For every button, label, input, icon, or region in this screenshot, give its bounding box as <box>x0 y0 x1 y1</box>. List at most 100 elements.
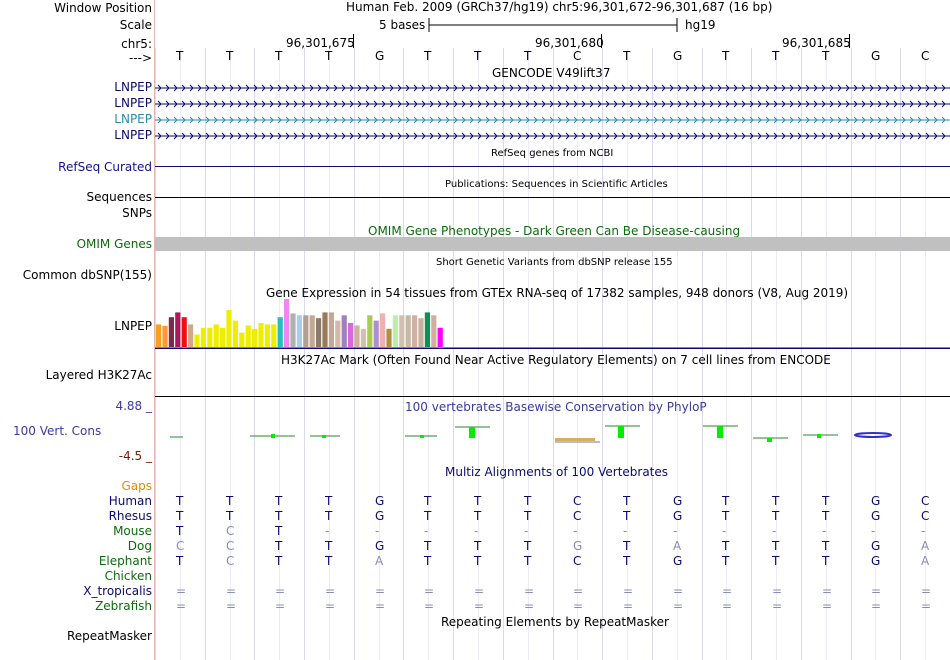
strand-chevron <box>325 84 330 92</box>
aligned-base: T <box>722 539 730 553</box>
gene-label-lnpep-3[interactable]: LNPEP <box>114 112 152 126</box>
strand-chevron <box>677 100 682 108</box>
strand-chevron <box>285 84 290 92</box>
strand-chevron <box>469 84 474 92</box>
strand-chevron <box>877 132 882 140</box>
h3k27ac-baseline[interactable] <box>155 396 950 397</box>
gtex-gene-label[interactable]: LNPEP <box>114 319 152 333</box>
species-label-human[interactable]: Human <box>108 494 152 508</box>
phylop-label[interactable]: 100 Vert. Cons <box>13 424 102 438</box>
strand-chevron <box>389 100 394 108</box>
gene-label-lnpep-4[interactable]: LNPEP <box>114 128 152 142</box>
strand-chevron <box>501 132 506 140</box>
strand-chevron <box>205 132 210 140</box>
strand-chevron <box>645 84 650 92</box>
strand-chevron <box>677 116 682 124</box>
strand-chevron <box>277 84 282 92</box>
strand-chevron <box>197 132 202 140</box>
strand-chevron <box>541 116 546 124</box>
strand-chevron <box>317 100 322 108</box>
strand-chevron <box>349 132 354 140</box>
aligned-base: T <box>275 494 283 508</box>
position-title: Human Feb. 2009 (GRCh37/hg19) chr5:96,30… <box>346 0 773 14</box>
omim-bar[interactable] <box>155 237 950 251</box>
publications-title: Publications: Sequences in Scientific Ar… <box>445 179 668 190</box>
strand-chevron <box>245 116 250 124</box>
gene-label-lnpep-2[interactable]: LNPEP <box>114 96 152 110</box>
strand-chevron <box>725 100 730 108</box>
aligned-base: T <box>822 494 830 508</box>
strand-chevron <box>933 116 938 124</box>
gaps-label: Gaps <box>121 479 152 493</box>
sequences-label[interactable]: Sequences <box>86 190 152 204</box>
omim-label[interactable]: OMIM Genes <box>76 237 152 251</box>
strand-chevron <box>805 84 810 92</box>
publications-line[interactable] <box>155 197 950 198</box>
aligned-base: - <box>822 524 827 538</box>
track-data-area[interactable]: Human Feb. 2009 (GRCh37/hg19) chr5:96,30… <box>155 0 950 660</box>
strand-chevron <box>693 100 698 108</box>
strand-chevron <box>421 116 426 124</box>
strand-chevron <box>189 100 194 108</box>
strand-chevron <box>813 100 818 108</box>
gtex-tissue-bar <box>328 312 334 347</box>
species-label-zebrafish[interactable]: Zebrafish <box>95 599 152 613</box>
h3k27ac-label[interactable]: Layered H3K27Ac <box>45 368 152 382</box>
strand-chevron <box>333 84 338 92</box>
gencode-gene-lines[interactable] <box>155 80 950 146</box>
gtex-tissue-bar <box>232 320 238 347</box>
species-label-elephant[interactable]: Elephant <box>98 554 152 568</box>
strand-chevron <box>221 100 226 108</box>
strand-chevron <box>573 132 578 140</box>
strand-chevron <box>157 132 162 140</box>
strand-chevron <box>301 84 306 92</box>
repeatmasker-label[interactable]: RepeatMasker <box>66 629 152 643</box>
strand-chevron <box>373 100 378 108</box>
gtex-bar-chart[interactable] <box>155 299 950 349</box>
strand-chevron <box>869 132 874 140</box>
strand-chevron <box>797 84 802 92</box>
phylop-plot[interactable] <box>155 420 950 460</box>
gtex-tissue-bar <box>341 315 347 347</box>
strand-chevron <box>861 100 866 108</box>
species-label-rhesus[interactable]: Rhesus <box>108 509 152 523</box>
species-label-chicken[interactable]: Chicken <box>104 569 152 583</box>
strand-chevron <box>885 84 890 92</box>
strand-chevron <box>525 132 530 140</box>
gtex-tissue-bar <box>188 324 194 347</box>
strand-chevron <box>413 84 418 92</box>
strand-chevron <box>269 132 274 140</box>
aligned-base: T <box>474 539 482 553</box>
snps-label[interactable]: SNPs <box>122 206 152 220</box>
aligned-base: G <box>573 539 583 553</box>
refseq-label[interactable]: RefSeq Curated <box>58 160 152 174</box>
strand-chevron <box>877 116 882 124</box>
strand-chevron <box>221 84 226 92</box>
strand-chevron <box>901 132 906 140</box>
aligned-base: = <box>474 584 485 598</box>
strand-chevron <box>421 84 426 92</box>
species-label-mouse[interactable]: Mouse <box>113 524 152 538</box>
base-letter: T <box>325 49 333 63</box>
phylop-bar-9 <box>767 438 772 442</box>
multiz-title: Multiz Alignments of 100 Vertebrates <box>445 465 669 479</box>
strand-chevron <box>397 100 402 108</box>
strand-chevron <box>685 116 690 124</box>
gene-label-lnpep-1[interactable]: LNPEP <box>114 80 152 94</box>
gtex-tissue-bar <box>220 327 226 347</box>
species-label-dog[interactable]: Dog <box>127 539 152 553</box>
strand-chevron <box>381 100 386 108</box>
strand-chevron <box>645 132 650 140</box>
refseq-line[interactable] <box>155 166 950 167</box>
aligned-base: G <box>375 509 385 523</box>
aligned-base: = <box>424 584 435 598</box>
strand-chevron <box>237 132 242 140</box>
aligned-base: T <box>226 494 234 508</box>
strand-chevron <box>413 116 418 124</box>
phylop-mark-6 <box>555 438 595 441</box>
species-label-xtropicalis[interactable]: X_tropicalis <box>83 584 152 598</box>
gtex-tissue-bar <box>380 313 386 347</box>
dbsnp-label[interactable]: Common dbSNP(155) <box>22 268 152 282</box>
strand-chevron <box>429 84 434 92</box>
